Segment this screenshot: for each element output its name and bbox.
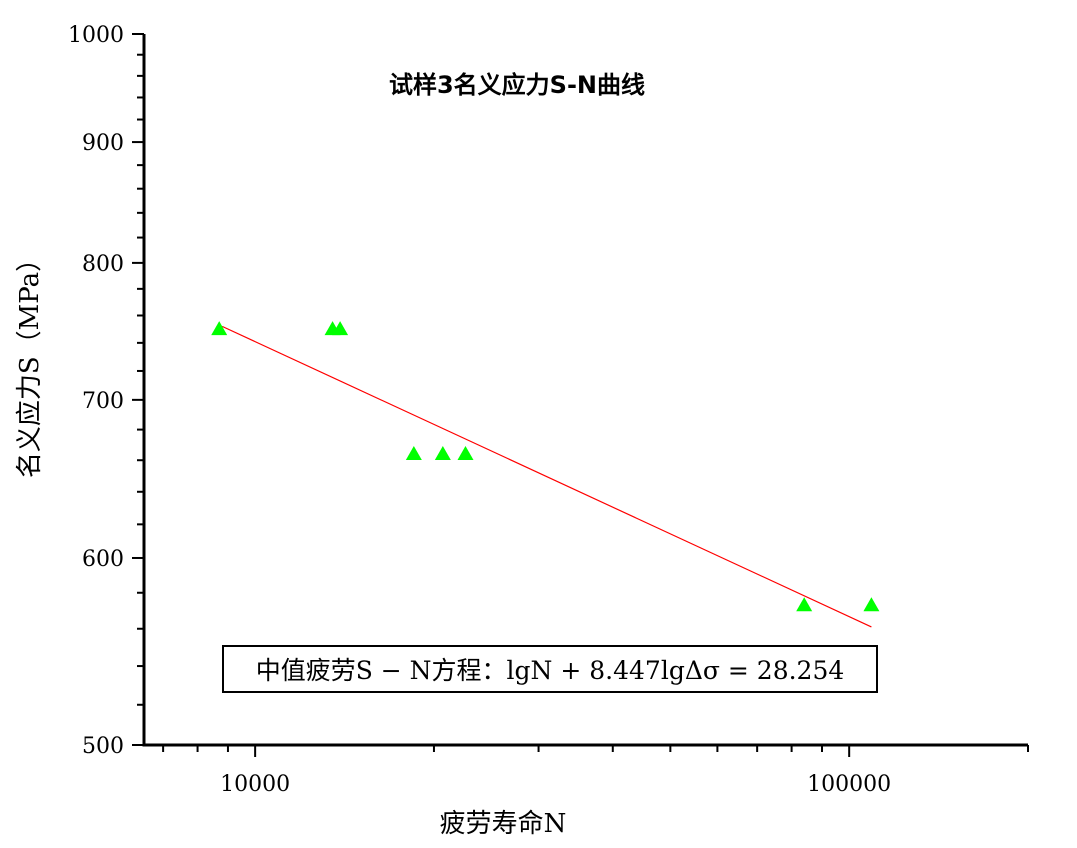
y-tick-label: 900 — [82, 131, 124, 156]
x-axis-title: 疲劳寿命N — [440, 809, 567, 839]
data-point — [434, 446, 451, 461]
axes — [142, 34, 1028, 747]
data-point — [457, 446, 474, 461]
equation-box: 中值疲劳S − N方程：lgN + 8.447lgΔσ = 28.254 — [222, 645, 878, 693]
data-point — [332, 321, 349, 336]
x-tick-label: 10000 — [220, 772, 290, 797]
data-point — [863, 597, 880, 612]
y-tick-label: 500 — [82, 734, 124, 759]
y-tick-label: 600 — [82, 547, 124, 572]
chart-title: 试样3名义应力S-N曲线 — [389, 71, 645, 99]
y-tick-label: 800 — [82, 252, 124, 277]
data-point — [211, 321, 228, 336]
fit-line — [221, 325, 872, 628]
y-axis-title: 名义应力S（MPa） — [15, 246, 45, 478]
y-tick-label: 700 — [82, 389, 124, 414]
y-axis-ticks: 500 600 700 800 900 1000 — [68, 23, 144, 759]
x-tick-label: 100000 — [807, 772, 891, 797]
data-point — [796, 597, 813, 612]
fit-line-group — [221, 325, 872, 628]
equation-text: 中值疲劳S − N方程：lgN + 8.447lgΔσ = 28.254 — [255, 656, 845, 685]
data-point — [405, 446, 422, 461]
x-axis-ticks: 10000 100000 — [162, 745, 1029, 797]
data-points — [211, 321, 880, 612]
y-tick-label: 1000 — [68, 23, 124, 48]
